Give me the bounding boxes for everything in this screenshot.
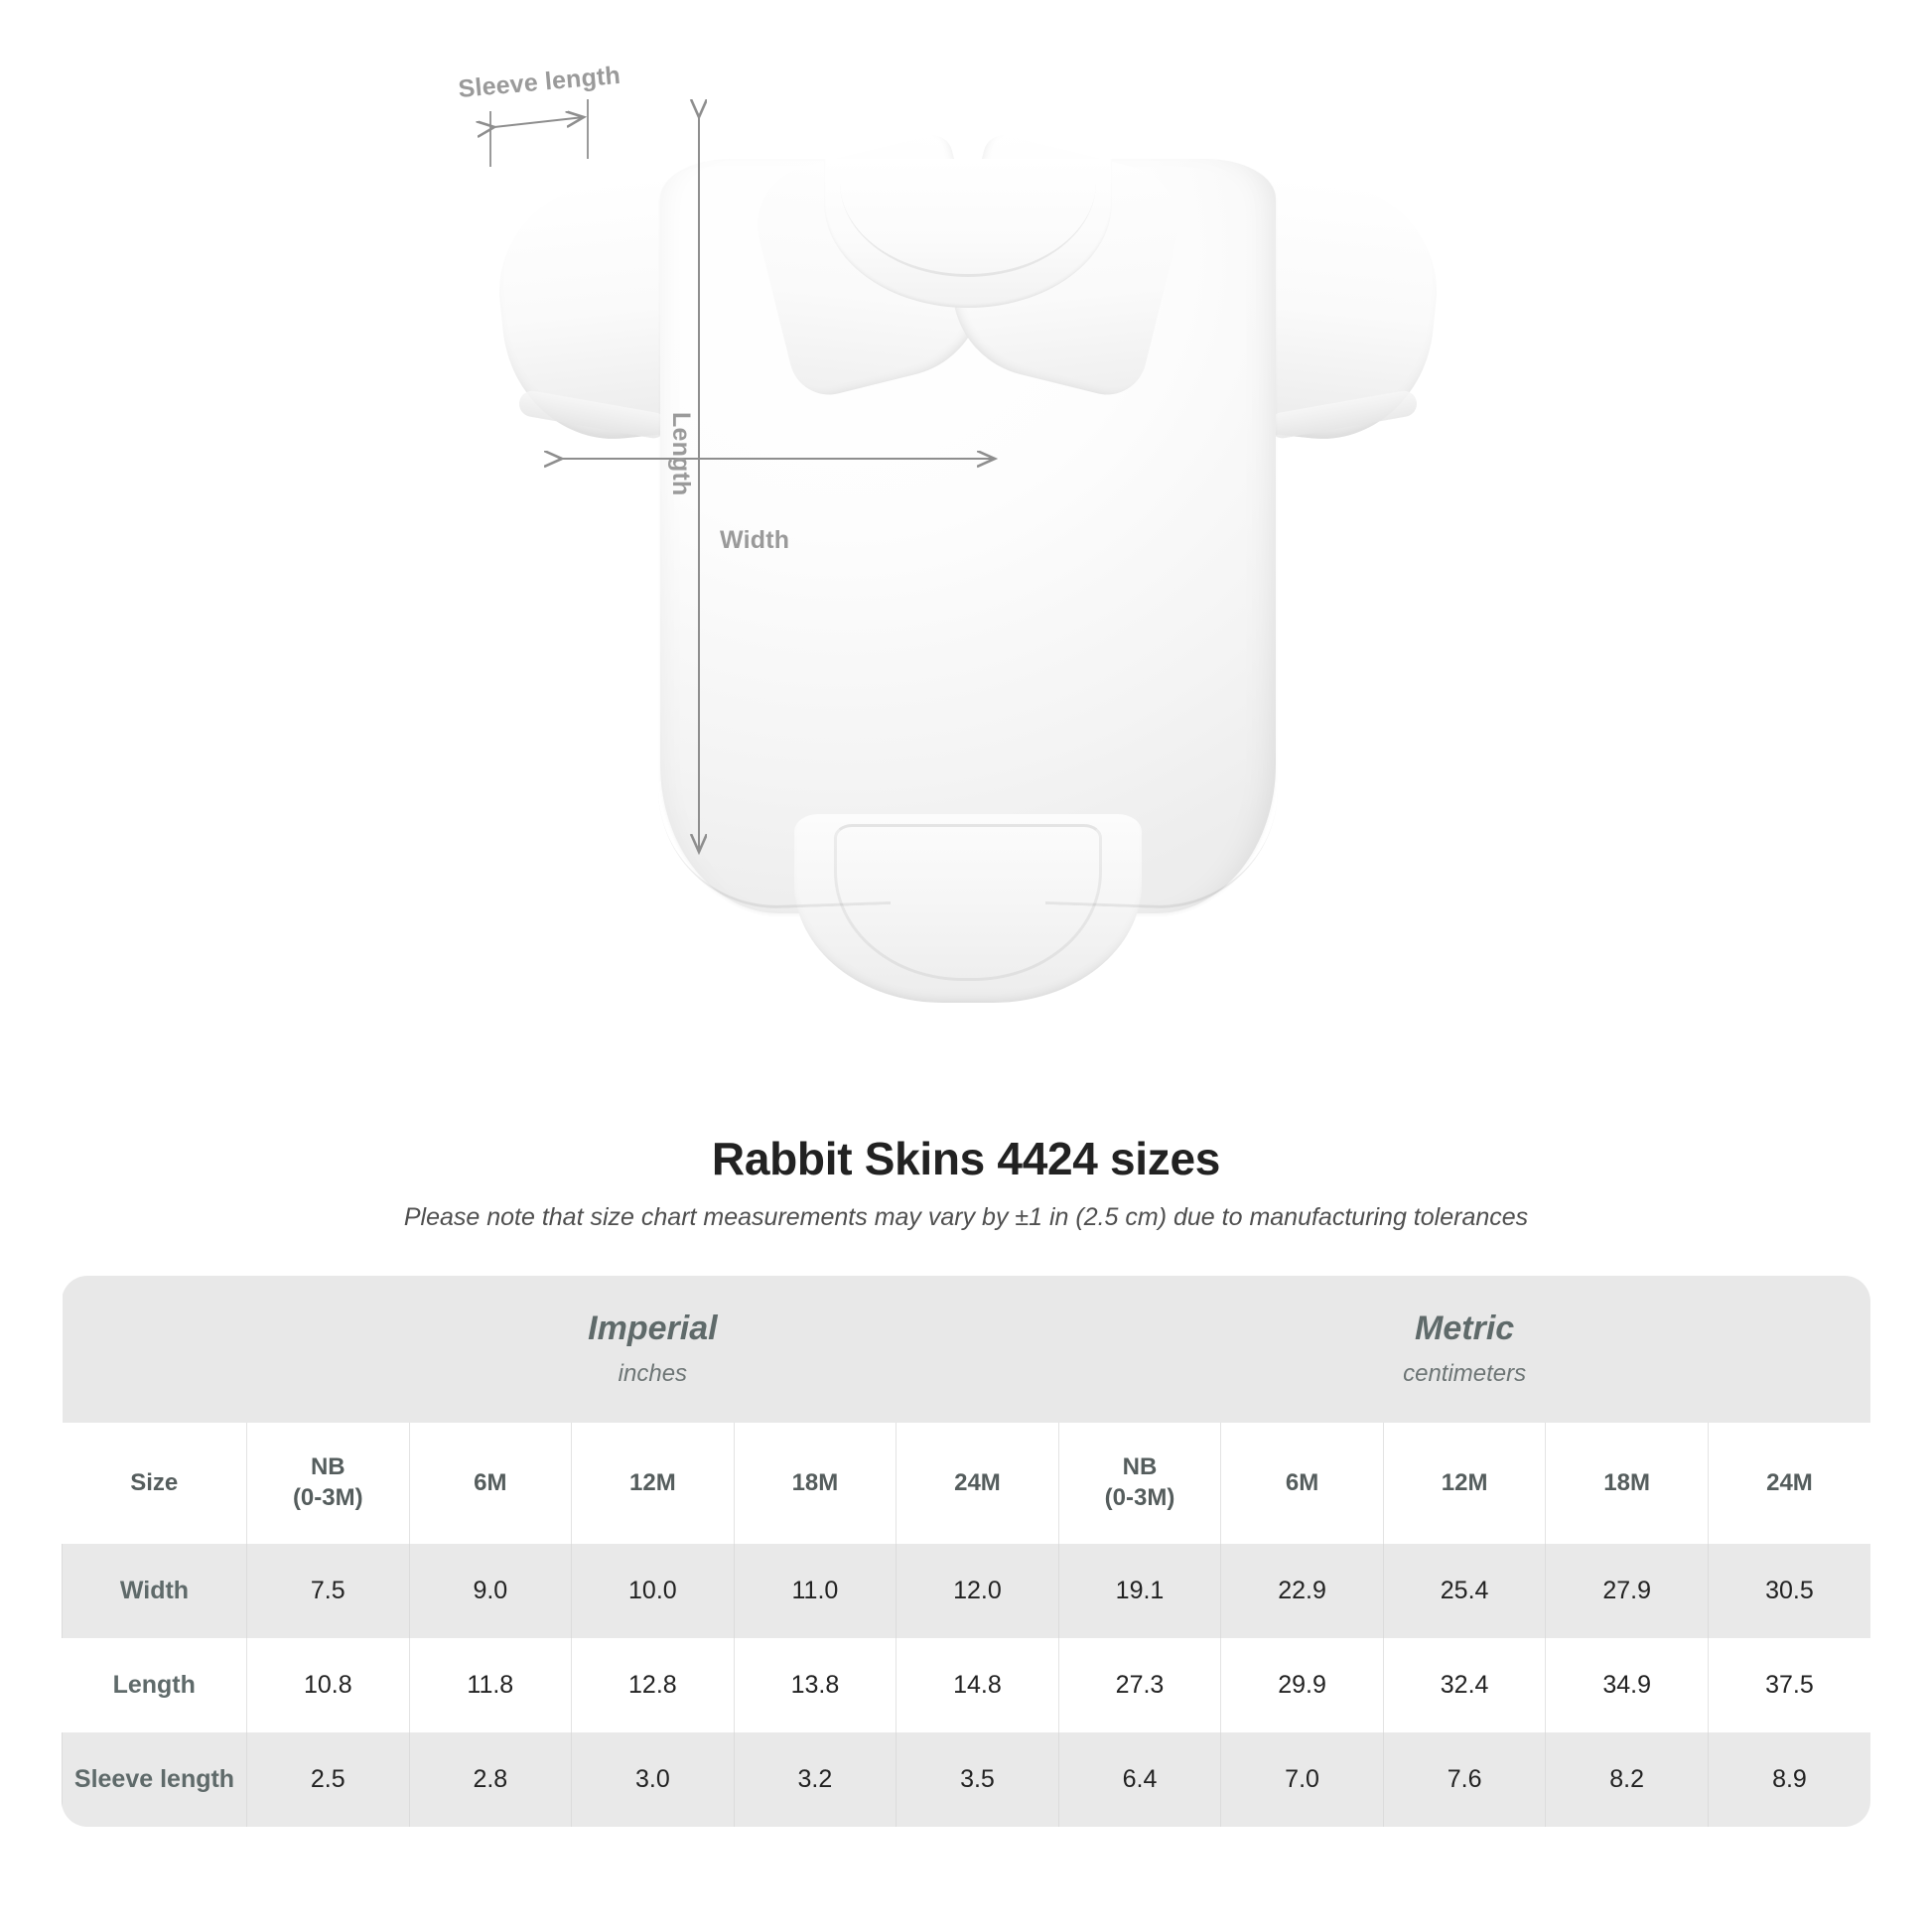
- garment-illustration: Sleeve length Length Width: [0, 62, 1932, 1112]
- cell-sleeve-6: 7.0: [1220, 1732, 1384, 1827]
- unit-group-metric: Metric centimeters: [1058, 1276, 1870, 1423]
- unit-group-metric-name: Metric: [1415, 1310, 1515, 1348]
- table-row: Sleeve length 2.5 2.8 3.0 3.2 3.5 6.4 7.…: [62, 1732, 1870, 1827]
- sleeve-arrow: [494, 117, 584, 127]
- col-header-7: 12M: [1382, 1423, 1546, 1544]
- cell-width-9: 30.5: [1707, 1544, 1870, 1638]
- length-label: Length: [667, 412, 695, 496]
- cell-sleeve-4: 3.5: [896, 1732, 1059, 1827]
- row-label-length: Length: [62, 1638, 247, 1732]
- crotch-snap-flap: [794, 814, 1142, 1003]
- cell-length-9: 37.5: [1707, 1638, 1870, 1732]
- col-header-4-line1: 24M: [954, 1468, 1001, 1496]
- cell-width-0: 7.5: [246, 1544, 410, 1638]
- cell-sleeve-9: 8.9: [1707, 1732, 1870, 1827]
- cell-sleeve-3: 3.2: [733, 1732, 897, 1827]
- col-header-1: 6M: [408, 1423, 572, 1544]
- size-table: Imperial inches Metric centimeters Size …: [62, 1276, 1870, 1827]
- col-header-3: 18M: [733, 1423, 897, 1544]
- unit-corner-cell: [62, 1276, 247, 1423]
- size-table-container: Imperial inches Metric centimeters Size …: [62, 1276, 1870, 1827]
- col-header-9: 24M: [1707, 1423, 1870, 1544]
- col-header-0-line2: (0-3M): [292, 1484, 363, 1511]
- cell-length-4: 14.8: [896, 1638, 1059, 1732]
- col-header-5-line2: (0-3M): [1104, 1484, 1175, 1511]
- cell-length-8: 34.9: [1545, 1638, 1709, 1732]
- corner-header: Size: [62, 1423, 247, 1544]
- col-header-2-line1: 12M: [629, 1468, 676, 1496]
- column-header-row: Size NB (0-3M) 6M 12M 18M 24M: [62, 1423, 1870, 1544]
- col-header-9-line1: 24M: [1766, 1468, 1813, 1496]
- col-header-3-line1: 18M: [791, 1468, 839, 1496]
- cell-sleeve-1: 2.8: [408, 1732, 572, 1827]
- col-header-5: NB (0-3M): [1057, 1423, 1221, 1544]
- row-label-sleeve-length: Sleeve length: [62, 1732, 247, 1827]
- col-header-2: 12M: [571, 1423, 735, 1544]
- unit-group-imperial-unit: inches: [618, 1359, 688, 1387]
- col-header-5-line1: NB: [1122, 1453, 1158, 1481]
- cell-width-7: 25.4: [1382, 1544, 1546, 1638]
- measurement-lines: [0, 99, 1932, 1112]
- cell-sleeve-8: 8.2: [1545, 1732, 1709, 1827]
- table-row: Length 10.8 11.8 12.8 13.8 14.8 27.3 29.…: [62, 1638, 1870, 1732]
- cell-length-1: 11.8: [408, 1638, 572, 1732]
- col-header-0: NB (0-3M): [246, 1423, 410, 1544]
- unit-group-imperial-name: Imperial: [588, 1310, 718, 1348]
- col-header-6-line1: 6M: [1285, 1468, 1319, 1496]
- cell-length-5: 27.3: [1057, 1638, 1221, 1732]
- bodysuit-photo: [488, 119, 1448, 1062]
- cell-length-6: 29.9: [1220, 1638, 1384, 1732]
- cell-sleeve-5: 6.4: [1057, 1732, 1221, 1827]
- cell-width-2: 10.0: [571, 1544, 735, 1638]
- unit-group-metric-unit: centimeters: [1403, 1359, 1527, 1387]
- cell-width-8: 27.9: [1545, 1544, 1709, 1638]
- tolerance-note: Please note that size chart measurements…: [403, 1203, 1529, 1231]
- col-header-6: 6M: [1220, 1423, 1384, 1544]
- cell-length-7: 32.4: [1382, 1638, 1546, 1732]
- col-header-8-line1: 18M: [1603, 1468, 1650, 1496]
- col-header-7-line1: 12M: [1441, 1468, 1488, 1496]
- unit-group-row: Imperial inches Metric centimeters: [62, 1276, 1870, 1423]
- cell-width-1: 9.0: [408, 1544, 572, 1638]
- col-header-4: 24M: [896, 1423, 1059, 1544]
- cell-sleeve-7: 7.6: [1382, 1732, 1546, 1827]
- cell-sleeve-0: 2.5: [246, 1732, 410, 1827]
- cell-width-5: 19.1: [1057, 1544, 1221, 1638]
- table-row: Width 7.5 9.0 10.0 11.0 12.0 19.1 22.9 2…: [62, 1544, 1870, 1638]
- cell-length-0: 10.8: [246, 1638, 410, 1732]
- cell-width-3: 11.0: [733, 1544, 897, 1638]
- cell-length-2: 12.8: [571, 1638, 735, 1732]
- cell-width-6: 22.9: [1220, 1544, 1384, 1638]
- cell-length-3: 13.8: [733, 1638, 897, 1732]
- cell-width-4: 12.0: [896, 1544, 1059, 1638]
- unit-group-imperial: Imperial inches: [246, 1276, 1059, 1423]
- page-title: Rabbit Skins 4424 sizes: [711, 1133, 1221, 1184]
- col-header-0-line1: NB: [310, 1453, 345, 1481]
- width-label: Width: [720, 526, 790, 554]
- col-header-8: 18M: [1545, 1423, 1709, 1544]
- row-label-width: Width: [62, 1544, 247, 1638]
- col-header-1-line1: 6M: [474, 1468, 507, 1496]
- cell-sleeve-2: 3.0: [571, 1732, 735, 1827]
